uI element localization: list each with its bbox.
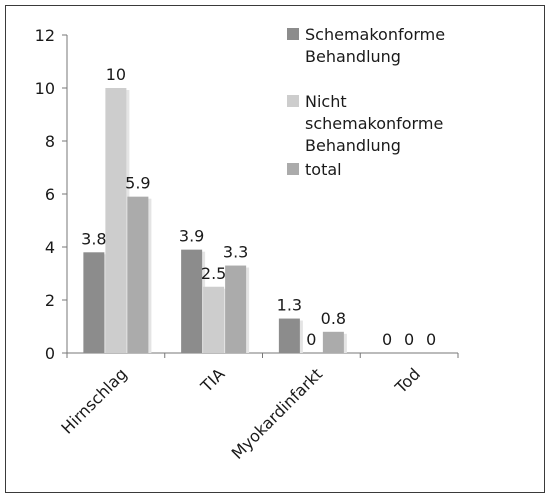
data-label: 0 [404, 330, 414, 349]
data-label: 5.9 [125, 174, 150, 193]
legend-swatch [287, 163, 299, 175]
bar [127, 196, 149, 353]
y-tick-label: 4 [45, 238, 55, 257]
data-label: 0 [382, 330, 392, 349]
data-label: 0 [426, 330, 436, 349]
bar [322, 331, 344, 353]
legend-swatch [287, 95, 299, 107]
legend-swatch [287, 28, 299, 40]
data-label: 10 [106, 65, 126, 84]
legend-label: Nicht [305, 92, 347, 111]
bar [203, 286, 225, 353]
legend-label: schemakonforme [305, 114, 443, 133]
bar [83, 252, 105, 353]
data-label: 1.3 [277, 296, 302, 315]
bar [105, 88, 127, 353]
y-tick-label: 6 [45, 185, 55, 204]
legend-label: Behandlung [305, 47, 401, 66]
y-tick-label: 8 [45, 132, 55, 151]
legend-label: Schemakonforme [305, 25, 445, 44]
bar [181, 249, 203, 353]
category-label: Hirnschlag [57, 364, 130, 437]
data-label: 3.9 [179, 227, 204, 246]
legend-label: Behandlung [305, 136, 401, 155]
y-tick-label: 10 [35, 79, 55, 98]
y-tick-label: 0 [45, 344, 55, 363]
category-label: TIA [196, 364, 228, 396]
data-label: 3.3 [223, 243, 248, 262]
y-tick-label: 12 [35, 26, 55, 45]
chart-frame [5, 5, 545, 493]
data-label: 2.5 [201, 264, 226, 283]
data-label: 0 [306, 330, 316, 349]
y-tick-label: 2 [45, 291, 55, 310]
bar [225, 265, 247, 353]
legend-label: total [305, 160, 342, 179]
data-label: 3.8 [81, 229, 106, 248]
category-label: Tod [391, 364, 424, 397]
category-label: Myokardinfarkt [228, 364, 327, 463]
data-label: 0.8 [321, 309, 346, 328]
bar [278, 318, 300, 353]
